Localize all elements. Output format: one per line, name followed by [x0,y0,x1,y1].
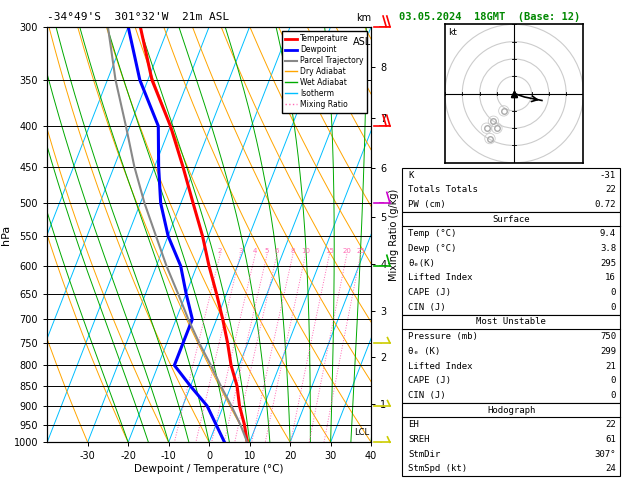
Text: θₑ (K): θₑ (K) [408,347,440,356]
Text: 8: 8 [291,248,295,254]
Text: 10: 10 [301,248,310,254]
Text: km: km [356,13,371,22]
Text: 4: 4 [253,248,257,254]
Text: Surface: Surface [493,215,530,224]
Text: ASL: ASL [353,37,371,47]
Text: -34°49'S  301°32'W  21m ASL: -34°49'S 301°32'W 21m ASL [47,12,230,22]
Text: 6: 6 [275,248,279,254]
Bar [402,168,620,212]
Text: —: — [379,261,384,270]
Text: 0.72: 0.72 [594,200,616,209]
Text: CIN (J): CIN (J) [408,303,446,312]
Text: Dewp (°C): Dewp (°C) [408,244,457,253]
Text: 03.05.2024  18GMT  (Base: 12): 03.05.2024 18GMT (Base: 12) [399,12,581,22]
Text: 3: 3 [238,248,243,254]
Text: Temp (°C): Temp (°C) [408,229,457,238]
Bar [402,403,620,476]
Text: -: - [379,403,383,409]
Text: 0: 0 [611,303,616,312]
Text: 15: 15 [325,248,334,254]
Text: 22: 22 [605,420,616,429]
Text: -: - [379,340,383,346]
Text: kt: kt [448,29,457,37]
Text: ——: —— [379,122,389,131]
Text: 61: 61 [605,435,616,444]
Text: 16: 16 [605,274,616,282]
Text: —: — [379,199,384,208]
Bar [402,212,620,314]
Text: 3.8: 3.8 [600,244,616,253]
Text: 24: 24 [605,465,616,473]
Text: 21: 21 [605,362,616,370]
Text: 0: 0 [611,288,616,297]
Text: K: K [408,171,414,179]
Text: Pressure (mb): Pressure (mb) [408,332,478,341]
Y-axis label: Mixing Ratio (g/kg): Mixing Ratio (g/kg) [389,189,399,280]
Text: 2: 2 [218,248,223,254]
Text: 9.4: 9.4 [600,229,616,238]
Text: CAPE (J): CAPE (J) [408,376,452,385]
Text: 750: 750 [600,332,616,341]
Text: 22: 22 [605,185,616,194]
Text: StmDir: StmDir [408,450,440,459]
Legend: Temperature, Dewpoint, Parcel Trajectory, Dry Adiabat, Wet Adiabat, Isotherm, Mi: Temperature, Dewpoint, Parcel Trajectory… [282,31,367,113]
Text: PW (cm): PW (cm) [408,200,446,209]
Text: Totals Totals: Totals Totals [408,185,478,194]
Text: 5: 5 [265,248,269,254]
Text: -31: -31 [600,171,616,179]
Text: 295: 295 [600,259,616,268]
Text: LCL: LCL [354,429,369,437]
Text: StmSpd (kt): StmSpd (kt) [408,465,467,473]
Text: CAPE (J): CAPE (J) [408,288,452,297]
Text: 25: 25 [356,248,365,254]
Text: 307°: 307° [594,450,616,459]
Text: 0: 0 [611,376,616,385]
Text: 299: 299 [600,347,616,356]
Text: EH: EH [408,420,419,429]
Text: Lifted Index: Lifted Index [408,274,473,282]
Text: Most Unstable: Most Unstable [476,317,546,327]
Text: 20: 20 [342,248,351,254]
Y-axis label: hPa: hPa [1,225,11,244]
Text: Hodograph: Hodograph [487,406,535,415]
Text: ——: —— [379,22,389,31]
Text: CIN (J): CIN (J) [408,391,446,400]
Text: -: - [379,439,383,445]
Text: Lifted Index: Lifted Index [408,362,473,370]
X-axis label: Dewpoint / Temperature (°C): Dewpoint / Temperature (°C) [135,464,284,474]
Bar [402,314,620,403]
Text: 0: 0 [611,391,616,400]
Text: SREH: SREH [408,435,430,444]
Text: θₑ(K): θₑ(K) [408,259,435,268]
